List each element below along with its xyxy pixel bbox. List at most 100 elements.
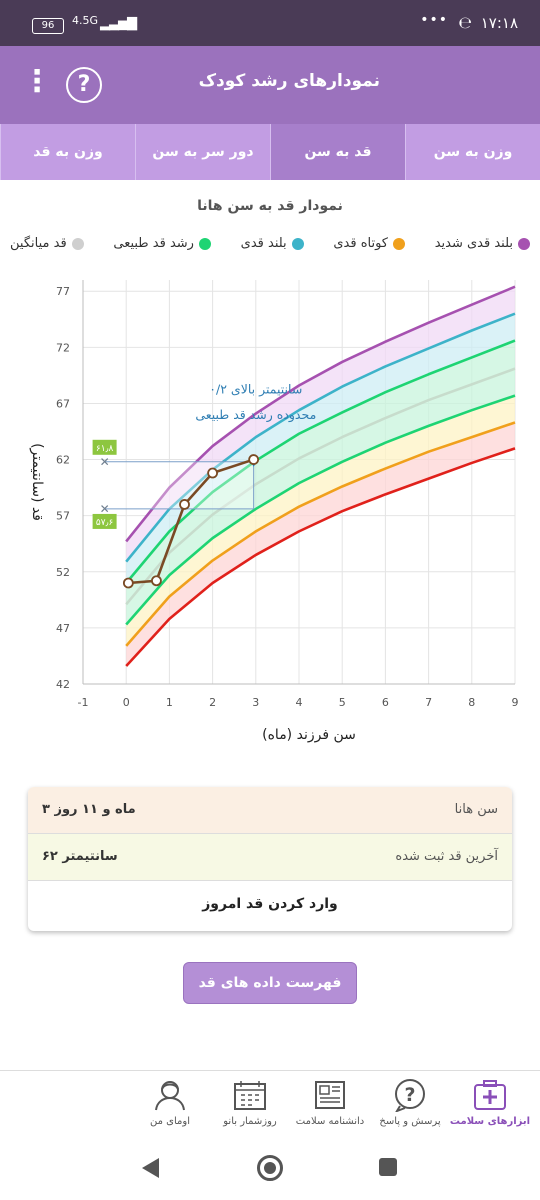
- legend-dot: [291, 237, 304, 250]
- y-axis-label: قد (سانتیمتر): [29, 443, 45, 521]
- x-tick-label: 2: [209, 696, 216, 709]
- chart-legend: بلند قدی شدید کوتاه قدی بلند قدی رشد قد …: [10, 236, 530, 251]
- curve-purple: [125, 285, 516, 543]
- x-tick-label: -1: [78, 696, 89, 709]
- page-title: نمودارهای رشد کودک: [198, 71, 380, 91]
- x-tick-label: 4: [296, 696, 303, 709]
- band-area: [126, 340, 515, 605]
- more-notifications-icon: •••: [420, 12, 448, 28]
- legend-item-normal: رشد قد طبیعی: [113, 236, 211, 251]
- signal-icon: ▂▃▅▇: [100, 16, 137, 31]
- nav-label: اومای من: [150, 1116, 190, 1127]
- curve-median: [125, 367, 516, 606]
- app-notification-icon: ℮: [458, 13, 472, 32]
- overflow-menu-icon[interactable]: ⋮: [22, 64, 52, 99]
- last-height-value: ۶۲ سانتیمتر: [42, 849, 118, 864]
- y-tick-label: 57: [56, 510, 70, 523]
- x-tick-label: 1: [166, 696, 173, 709]
- bottom-nav: ابزارهای سلامت ? پرسش و پاسخ دانشنامه سل…: [0, 1070, 540, 1138]
- lower-range-cross: ✕: [100, 502, 110, 516]
- age-label: سن هانا: [454, 802, 498, 817]
- chart-tabs: وزن به سن قد به سن دور سر به سن وزن به ق…: [0, 124, 540, 180]
- status-time: ۱۷:۱۸: [480, 14, 518, 32]
- nav-profile[interactable]: اومای من: [130, 1071, 210, 1138]
- back-icon[interactable]: [142, 1158, 159, 1178]
- lower-range-badge-label: ۵۷٫۶: [96, 518, 114, 528]
- tab-height-for-age[interactable]: قد به سن: [270, 124, 405, 180]
- legend-dot: [198, 237, 211, 250]
- height-data-list-button[interactable]: فهرست داده های قد هانا: [183, 962, 357, 1031]
- y-tick-label: 52: [56, 566, 70, 579]
- x-tick-label: 9: [512, 696, 519, 709]
- legend-item-tall: بلند قدی: [241, 236, 304, 251]
- nav-label: پرسش و پاسخ: [379, 1116, 441, 1127]
- upper-range-badge: [92, 439, 117, 455]
- nav-calendar[interactable]: روزشمار بانو: [210, 1071, 290, 1138]
- legend-dot: [393, 237, 405, 250]
- range-box: [104, 461, 254, 509]
- age-value: ۳ ماه و ۱۱ روز: [42, 802, 136, 817]
- battery-icon: 96: [32, 18, 64, 34]
- help-icon[interactable]: ?: [66, 67, 102, 103]
- tab-weight-for-height[interactable]: وزن به قد: [0, 124, 135, 180]
- tab-head-for-age[interactable]: دور سر به سن: [135, 124, 270, 180]
- band-area: [126, 286, 515, 562]
- summary-card: سن هانا ۳ ماه و ۱۱ روز آخرین قد ثبت شده …: [28, 787, 512, 931]
- recents-icon[interactable]: [379, 1158, 397, 1176]
- status-bar: 96 4.5G ▂▃▅▇ ••• ℮ ۱۷:۱۸: [0, 0, 540, 46]
- annotation-line-2: محدوده رشد قد طبیعی: [195, 407, 316, 423]
- band-area: [126, 422, 515, 667]
- newspaper-icon: [311, 1077, 349, 1113]
- legend-label: کوتاه قدی: [333, 236, 388, 251]
- user-avatar-icon: [151, 1077, 189, 1113]
- system-nav-bar: [0, 1138, 540, 1200]
- x-tick-label: 3: [252, 696, 259, 709]
- nav-label: ابزارهای سلامت: [449, 1116, 531, 1127]
- upper-range-badge-label: ۶۱٫۸: [96, 444, 114, 454]
- x-tick-label: 5: [339, 696, 346, 709]
- x-tick-label: 0: [123, 696, 130, 709]
- nav-label: دانشنامه سلامت: [295, 1116, 365, 1127]
- nav-health-tools[interactable]: ابزارهای سلامت: [450, 1071, 530, 1138]
- legend-label: رشد قد طبیعی: [113, 236, 194, 251]
- child-data-point: [179, 499, 190, 510]
- curve-green-low: [125, 394, 516, 626]
- medical-kit-icon: [471, 1077, 509, 1113]
- curve-orange: [125, 421, 516, 647]
- legend-label: بلند قدی شدید: [434, 236, 513, 251]
- home-icon[interactable]: [257, 1155, 283, 1181]
- chart-title: نمودار قد به سن هانا: [197, 198, 343, 214]
- y-tick-label: 72: [56, 341, 70, 354]
- calendar-icon: [231, 1077, 269, 1113]
- legend-item-short: کوتاه قدی: [333, 236, 405, 251]
- child-data-point: [122, 577, 134, 589]
- y-tick-label: 47: [56, 622, 70, 635]
- legend-item-very-tall: بلند قدی شدید: [435, 236, 530, 251]
- band-area: [126, 368, 515, 625]
- x-axis-label: سن فرزند (ماه): [262, 727, 356, 743]
- legend-dot: [71, 237, 84, 250]
- tab-weight-for-age[interactable]: وزن به سن: [405, 124, 540, 180]
- legend-label: قد میانگین: [10, 236, 67, 251]
- curve-red: [125, 447, 516, 667]
- network-type: 4.5G: [72, 14, 99, 27]
- curve-blue: [125, 312, 516, 563]
- nav-encyclopedia[interactable]: دانشنامه سلامت: [290, 1071, 370, 1138]
- growth-chart: -1 0 1 2 3 4 5 6 7 8 9 42 47 52 57 62 67 72 77 سن فرزند (ما…: [0, 262, 540, 752]
- nav-qa[interactable]: ? پرسش و پاسخ: [370, 1071, 450, 1138]
- band-area: [126, 313, 515, 583]
- lower-range-badge: [92, 513, 117, 529]
- y-tick-label: 42: [56, 678, 70, 691]
- y-tick-label: 77: [56, 285, 70, 298]
- nav-label: روزشمار بانو: [223, 1116, 277, 1127]
- x-tick-label: 6: [382, 696, 389, 709]
- child-data-point: [151, 575, 162, 587]
- legend-label: بلند قدی: [240, 236, 287, 251]
- enter-height-button[interactable]: وارد کردن قد امروز: [202, 896, 338, 912]
- band-area: [126, 395, 515, 646]
- y-tick-label: 62: [56, 454, 70, 467]
- last-height-row: آخرین قد ثبت شده ۶۲ سانتیمتر: [28, 834, 512, 881]
- last-height-label: آخرین قد ثبت شده: [395, 849, 498, 864]
- x-tick-label: 8: [468, 696, 475, 709]
